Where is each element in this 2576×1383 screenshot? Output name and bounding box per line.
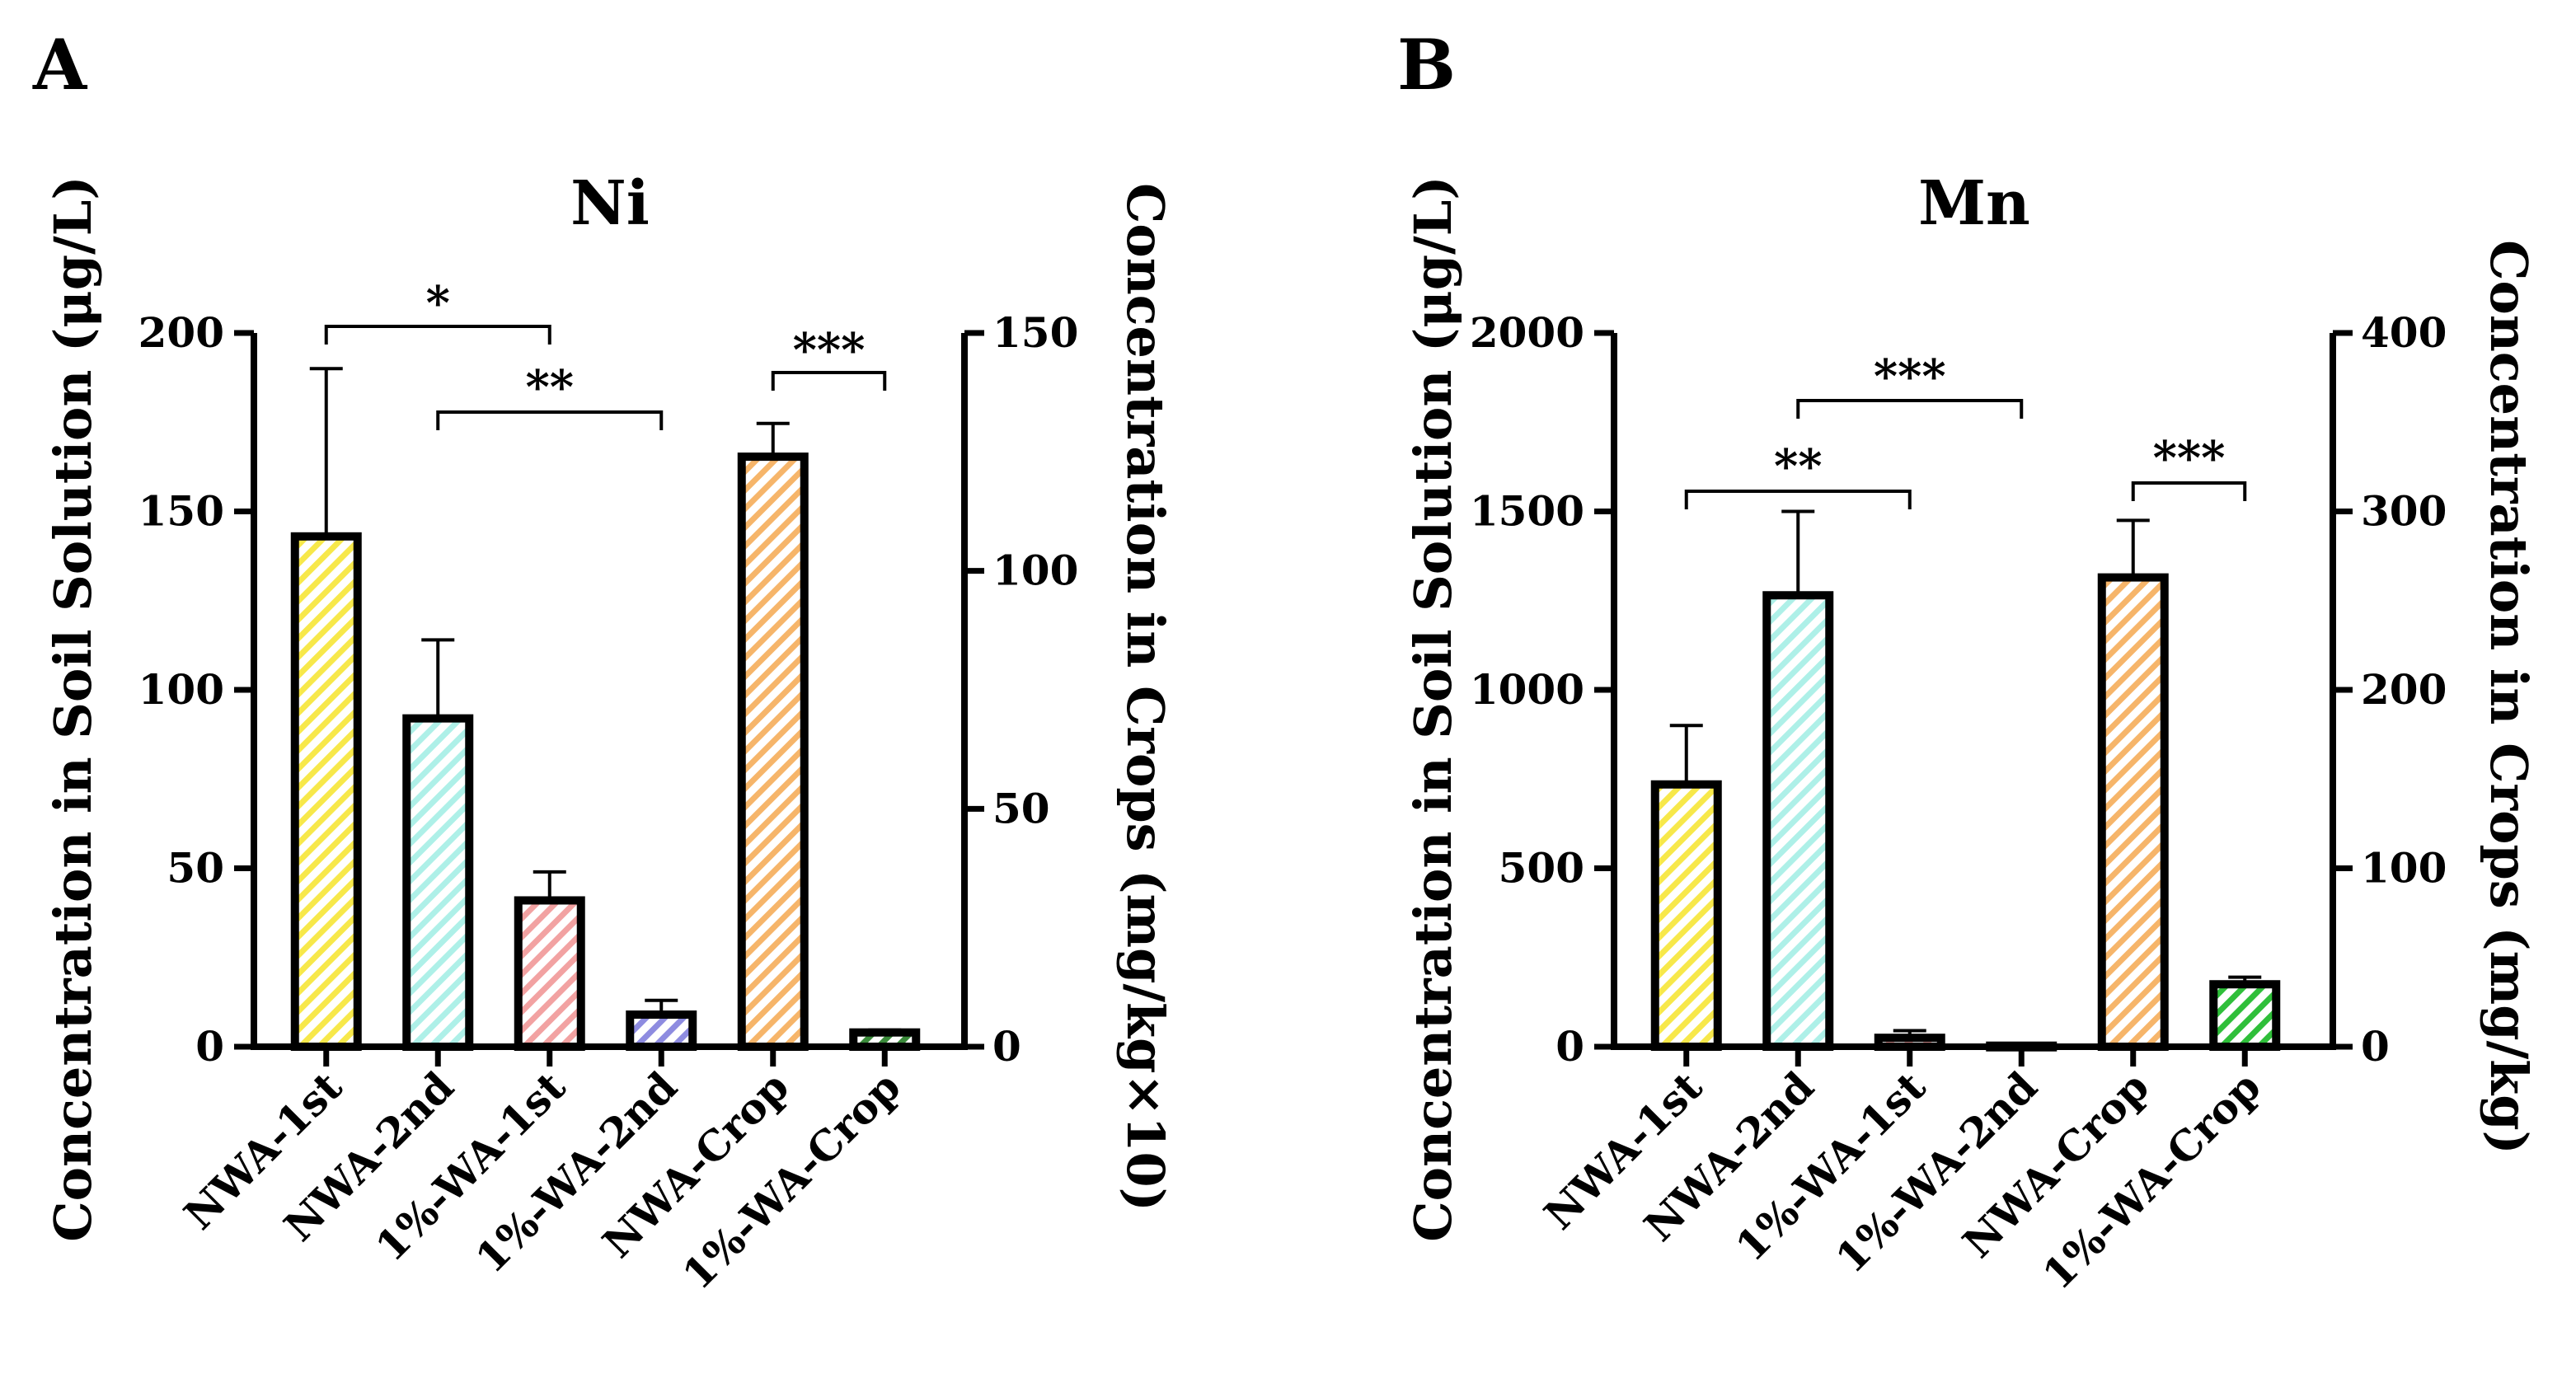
significance-bracket [771, 371, 887, 391]
panel-a-ylabel-left: Concentration in Soil Solution (μg/L) [43, 176, 103, 1241]
panel-b-ylabel-right: Concentration in Crops (mg/kg) [2479, 240, 2539, 1155]
significance-bracket [324, 325, 551, 345]
bar-1-wa-crop [2209, 980, 2281, 1051]
panel-a-ylabel-right: Concentration in Crops (mg/kg×10) [1115, 183, 1175, 1212]
significance-label: * [426, 276, 450, 331]
y-tick-label-left: 2000 [1470, 308, 1584, 357]
bar-nwa-crop [737, 452, 809, 1051]
y-tick-label-left: 150 [138, 487, 224, 536]
y-tick-label-right: 0 [2361, 1022, 2390, 1071]
y-tick-label-left: 1000 [1470, 665, 1584, 714]
y-tick-label-right: 300 [2361, 487, 2447, 536]
y-tick-label-right: 400 [2361, 308, 2447, 357]
significance-label: ** [525, 360, 574, 415]
bar-nwa-1st [290, 532, 362, 1051]
y-tick-label-right: 100 [992, 546, 1078, 595]
bar-1-wa-2nd [626, 1010, 697, 1052]
y-tick-label-left: 0 [195, 1022, 224, 1071]
significance-bracket [2131, 481, 2247, 501]
bar-nwa-1st [1650, 780, 1722, 1051]
significance-bracket [1796, 399, 2024, 419]
bar-nwa-2nd [402, 714, 474, 1051]
panel-b-title: Mn [1918, 168, 2030, 239]
panel-b-plot: 05001000150020000100200300400NWA-1stNWA-… [1470, 308, 2447, 1299]
panel-a-plot: 050100150200050100150NWA-1stNWA-2nd1%-WA… [138, 276, 1079, 1299]
panel-b: B Mn Concentration in Soil Solution (μg/… [1397, 24, 2539, 1299]
significance-label: *** [793, 323, 866, 377]
y-tick-label-left: 200 [138, 308, 224, 357]
significance-label: *** [2153, 431, 2226, 485]
significance-label: *** [1874, 349, 1946, 404]
y-tick-label-left: 0 [1555, 1022, 1584, 1071]
bar-1-wa-crop [849, 1028, 921, 1052]
panel-a: A Ni Concentration in Soil Solution (μg/… [32, 24, 1175, 1299]
y-tick-label-right: 50 [992, 784, 1050, 832]
panel-a-title: Ni [570, 168, 650, 239]
significance-bracket [436, 410, 664, 430]
bar-nwa-2nd [1762, 591, 1834, 1051]
y-tick-label-left: 500 [1499, 844, 1584, 893]
y-tick-label-left: 50 [167, 844, 224, 893]
bar-1-wa-1st [514, 896, 585, 1051]
bar-nwa-crop [2097, 573, 2169, 1051]
panel-b-ylabel-left: Concentration in Soil Solution (μg/L) [1403, 176, 1463, 1241]
bar-1-wa-1st [1874, 1034, 1945, 1052]
y-tick-label-right: 200 [2361, 665, 2447, 714]
panel-a-label: A [32, 24, 88, 105]
y-tick-label-left: 1500 [1470, 487, 1584, 536]
y-tick-label-left: 100 [138, 665, 224, 714]
panel-b-label: B [1397, 24, 1456, 105]
y-tick-label-right: 0 [992, 1022, 1021, 1071]
significance-bracket [1684, 490, 1912, 509]
y-tick-label-right: 150 [992, 308, 1078, 357]
y-tick-label-right: 100 [2361, 844, 2447, 893]
significance-label: ** [1774, 439, 1823, 494]
